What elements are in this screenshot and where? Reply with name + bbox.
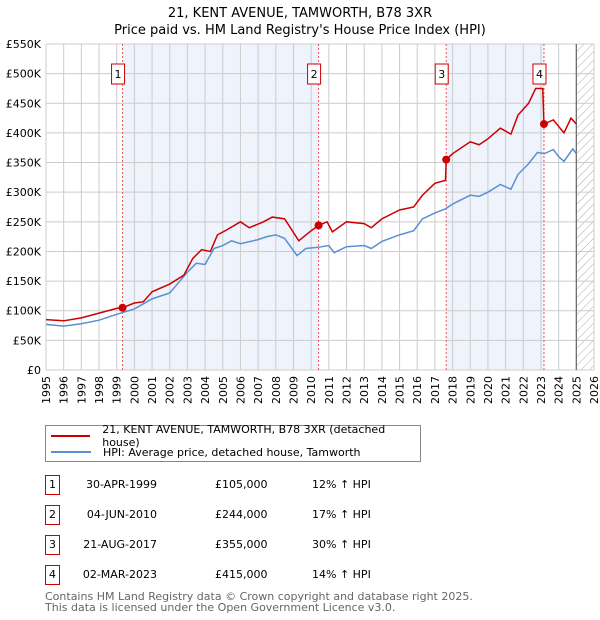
y-tick-label: £0 xyxy=(27,364,41,377)
sale-label-box xyxy=(532,63,547,85)
legend-swatch-blue xyxy=(51,451,91,453)
x-tick-label: 2016 xyxy=(411,376,424,404)
sale-hpi-diff: 12% ↑ HPI xyxy=(312,478,371,491)
sale-label: 4 xyxy=(536,68,543,81)
y-tick-label: £400K xyxy=(6,127,42,140)
x-tick-label: 1998 xyxy=(93,376,106,404)
y-tick-label: £150K xyxy=(6,275,42,288)
x-tick-label: 2021 xyxy=(500,376,513,404)
x-tick-label: 2006 xyxy=(234,376,247,404)
x-tick-label: 2001 xyxy=(146,376,159,404)
sale-point xyxy=(539,120,548,129)
x-tick-label: 1997 xyxy=(75,376,88,404)
shaded-period xyxy=(122,44,319,370)
sale-point xyxy=(442,155,451,164)
x-tick-label: 2007 xyxy=(252,376,265,404)
sale-label-box xyxy=(434,63,449,85)
chart-title-line2: Price paid vs. HM Land Registry's House … xyxy=(114,23,486,38)
y-tick-label: £50K xyxy=(13,334,42,347)
x-tick-label: 2000 xyxy=(128,376,141,404)
x-tick-label: 2014 xyxy=(376,376,389,404)
y-tick-label: £450K xyxy=(6,97,42,110)
legend: 21, KENT AVENUE, TAMWORTH, B78 3XR (deta… xyxy=(45,423,421,462)
x-tick-label: 2019 xyxy=(464,376,477,404)
y-tick-label: £550K xyxy=(6,38,42,51)
footer-line2: This data is licensed under the Open Gov… xyxy=(45,601,396,614)
x-tick-label: 2013 xyxy=(358,376,371,404)
y-tick-label: £300K xyxy=(6,186,42,199)
sale-label: 1 xyxy=(115,68,122,81)
footer-line1: Contains HM Land Registry data © Crown c… xyxy=(45,590,473,603)
chart-title-line1: 21, KENT AVENUE, TAMWORTH, B78 3XR xyxy=(167,6,433,21)
sale-number: 2 xyxy=(45,505,60,525)
sale-price: £415,000 xyxy=(215,568,268,581)
sale-row: 4 02-MAR-2023 £415,000 14% ↑ HPI xyxy=(45,565,445,585)
y-tick-label: £350K xyxy=(6,157,42,170)
legend-item-property: 21, KENT AVENUE, TAMWORTH, B78 3XR (deta… xyxy=(46,423,420,449)
sale-price: £355,000 xyxy=(215,538,268,551)
sale-hpi-diff: 17% ↑ HPI xyxy=(312,508,371,521)
sale-date: 21-AUG-2017 xyxy=(83,538,157,551)
x-tick-label: 2010 xyxy=(305,376,318,404)
sale-point xyxy=(118,303,127,312)
legend-swatch-red xyxy=(51,435,91,437)
sale-point xyxy=(314,221,323,230)
sale-hpi-diff: 30% ↑ HPI xyxy=(312,538,371,551)
x-tick-label: 2020 xyxy=(482,376,495,404)
legend-label: 21, KENT AVENUE, TAMWORTH, B78 3XR (deta… xyxy=(102,423,386,449)
sale-label: 2 xyxy=(311,68,318,81)
x-tick-label: 2023 xyxy=(535,376,548,404)
sale-label-box xyxy=(111,63,126,85)
x-tick-label: 2003 xyxy=(181,376,194,404)
sale-number: 3 xyxy=(45,535,60,555)
x-tick-label: 2005 xyxy=(217,376,230,404)
x-tick-label: 2008 xyxy=(270,376,283,404)
x-tick-label: 2012 xyxy=(341,376,354,404)
x-tick-label: 2015 xyxy=(394,376,407,404)
y-tick-label: £200K xyxy=(6,245,42,258)
sale-date: 04-JUN-2010 xyxy=(86,508,157,521)
x-tick-label: 1999 xyxy=(111,376,124,404)
sale-row: 3 21-AUG-2017 £355,000 30% ↑ HPI xyxy=(45,535,445,555)
sale-row: 1 30-APR-1999 £105,000 12% ↑ HPI xyxy=(45,475,445,495)
x-tick-label: 2009 xyxy=(287,376,300,404)
price-chart: 1995 1996 1997 1998 1999 2000 2001 2002 2003 2004… xyxy=(6,38,600,404)
y-tick-label: £250K xyxy=(6,216,42,229)
legend-label: HPI: Average price, detached house, Tamw… xyxy=(103,445,361,459)
forecast-hatch xyxy=(576,44,594,370)
sale-price: £105,000 xyxy=(215,478,268,491)
sale-label: 3 xyxy=(438,68,445,81)
sale-hpi-diff: 14% ↑ HPI xyxy=(312,568,371,581)
x-tick-label: 2025 xyxy=(570,376,583,404)
x-tick-label: 2024 xyxy=(553,376,566,404)
legend-item-hpi: HPI: Average price, detached house, Tamw… xyxy=(46,444,361,460)
x-tick-label: 2018 xyxy=(447,376,460,404)
x-tick-label: 2022 xyxy=(517,376,530,404)
x-tick-label: 1995 xyxy=(40,376,53,404)
sale-number: 4 xyxy=(45,565,60,585)
sale-label-box xyxy=(307,63,322,85)
sale-number: 1 xyxy=(45,475,60,495)
sale-row: 2 04-JUN-2010 £244,000 17% ↑ HPI xyxy=(45,505,445,525)
x-tick-label: 2002 xyxy=(164,376,177,404)
x-tick-label: 2017 xyxy=(429,376,442,404)
y-tick-label: £500K xyxy=(6,68,42,81)
property-price-line xyxy=(45,87,577,322)
shaded-period xyxy=(446,44,544,370)
x-tick-label: 2026 xyxy=(588,376,600,404)
x-tick-label: 1996 xyxy=(58,376,71,404)
y-tick-label: £100K xyxy=(6,305,42,318)
x-tick-label: 2011 xyxy=(323,376,336,404)
hpi-line xyxy=(45,147,577,327)
sale-date: 30-APR-1999 xyxy=(85,478,157,491)
sale-date: 02-MAR-2023 xyxy=(82,568,157,581)
sale-price: £244,000 xyxy=(215,508,268,521)
x-tick-label: 2004 xyxy=(199,376,212,404)
